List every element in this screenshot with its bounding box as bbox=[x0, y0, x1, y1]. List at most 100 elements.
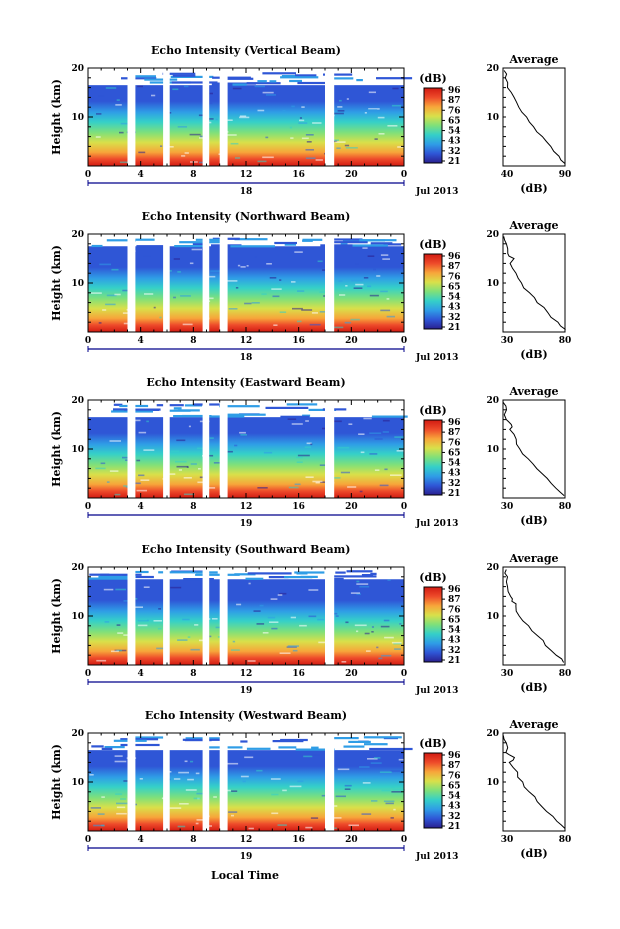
echo-speckle bbox=[116, 649, 122, 652]
echo-streak bbox=[162, 72, 196, 75]
x-tick-label: 8 bbox=[190, 502, 196, 512]
y-axis-label: Height (km) bbox=[50, 79, 63, 155]
y-axis-label: Height (km) bbox=[50, 245, 63, 321]
echo-streak bbox=[361, 574, 374, 577]
data-gap bbox=[163, 400, 170, 498]
echo-speckle bbox=[196, 819, 206, 821]
echo-speckle bbox=[205, 487, 216, 489]
profile-x-label: (dB) bbox=[520, 514, 547, 527]
echo-speckle bbox=[266, 263, 272, 265]
date-marker: 19 bbox=[240, 852, 253, 862]
echo-streak bbox=[179, 241, 225, 244]
echo-speckle bbox=[131, 482, 141, 485]
echo-streak bbox=[113, 403, 123, 406]
x-tick-label: 16 bbox=[292, 336, 305, 346]
echo-speckle bbox=[341, 661, 347, 663]
echo-speckle bbox=[359, 490, 363, 493]
echo-speckle bbox=[289, 785, 302, 788]
echo-speckle bbox=[312, 480, 323, 483]
echo-streak bbox=[240, 740, 248, 743]
x-tick-label: 4 bbox=[138, 835, 144, 845]
x-tick-label: 16 bbox=[292, 835, 305, 845]
echo-speckle bbox=[297, 454, 310, 457]
echo-speckle bbox=[209, 635, 212, 638]
profile-y-tick-label: 20 bbox=[486, 396, 499, 406]
echo-speckle bbox=[371, 800, 378, 802]
echo-streak bbox=[371, 415, 408, 418]
echo-streak bbox=[278, 746, 297, 749]
echo-speckle bbox=[367, 109, 378, 111]
echo-speckle bbox=[309, 323, 321, 326]
colorbar-tick-label: 65 bbox=[448, 282, 461, 292]
echo-speckle bbox=[230, 649, 240, 651]
echo-speckle bbox=[158, 608, 161, 610]
colorbar-tick-label: 76 bbox=[448, 438, 461, 448]
echo-speckle bbox=[392, 789, 405, 791]
echo-speckle bbox=[261, 293, 267, 295]
echo-streak bbox=[335, 571, 346, 574]
echo-speckle bbox=[153, 620, 163, 622]
echo-speckle bbox=[380, 625, 390, 628]
echo-speckle bbox=[263, 451, 273, 454]
echo-speckle bbox=[386, 315, 395, 318]
echo-speckle bbox=[114, 755, 123, 757]
colorbar-tick-label: 54 bbox=[448, 792, 461, 802]
echo-streak bbox=[348, 740, 371, 743]
echo-speckle bbox=[256, 623, 265, 625]
echo-streak bbox=[184, 739, 212, 742]
echo-speckle bbox=[122, 289, 129, 292]
echo-streak bbox=[346, 570, 373, 573]
colorbar bbox=[423, 752, 443, 829]
echo-speckle bbox=[210, 270, 220, 272]
echo-speckle bbox=[234, 444, 238, 447]
data-gap bbox=[163, 567, 170, 665]
echo-speckle bbox=[356, 630, 359, 633]
echo-speckle bbox=[116, 812, 127, 815]
panel-title: Echo Intensity (Westward Beam) bbox=[145, 709, 347, 722]
profile-line bbox=[502, 735, 566, 829]
colorbar-tick-label: 65 bbox=[448, 116, 461, 126]
echo-speckle bbox=[399, 623, 402, 625]
echo-speckle bbox=[364, 112, 367, 114]
data-gap bbox=[325, 400, 335, 498]
echo-streak bbox=[340, 243, 348, 246]
echo-speckle bbox=[117, 632, 124, 634]
echo-speckle bbox=[189, 133, 201, 136]
echo-speckle bbox=[393, 808, 396, 811]
colorbar-label: (dB) bbox=[419, 404, 446, 417]
profile-x-tick-label: 40 bbox=[501, 170, 514, 180]
echo-speckle bbox=[179, 803, 189, 805]
date-marker: 18 bbox=[240, 187, 253, 197]
echo-speckle bbox=[310, 248, 315, 250]
echo-speckle bbox=[253, 610, 261, 612]
echo-speckle bbox=[321, 794, 326, 797]
data-gap bbox=[202, 733, 210, 831]
echo-speckle bbox=[292, 307, 303, 310]
echo-speckle bbox=[193, 797, 201, 800]
x-tick-label: 4 bbox=[138, 336, 144, 346]
echo-speckle bbox=[181, 155, 186, 157]
date-label: Jul 2013 bbox=[415, 519, 458, 529]
echo-speckle bbox=[153, 306, 156, 309]
echo-speckle bbox=[364, 632, 370, 635]
colorbar-tick-label: 65 bbox=[448, 781, 461, 791]
echo-speckle bbox=[398, 758, 406, 761]
echo-streak bbox=[136, 245, 168, 248]
echo-speckle bbox=[177, 825, 186, 828]
echo-speckle bbox=[391, 791, 402, 793]
panel-title: Echo Intensity (Eastward Beam) bbox=[146, 376, 345, 389]
echo-speckle bbox=[271, 812, 279, 815]
x-tick-label: 20 bbox=[345, 170, 358, 180]
echo-speckle bbox=[130, 419, 141, 422]
echo-speckle bbox=[301, 309, 313, 311]
echo-speckle bbox=[215, 118, 218, 121]
date-label: Jul 2013 bbox=[415, 852, 458, 862]
profile-y-tick-label: 20 bbox=[486, 729, 499, 739]
heatmap-field bbox=[88, 567, 404, 665]
echo-speckle bbox=[394, 436, 405, 438]
profile-x-tick-label: 80 bbox=[559, 669, 572, 679]
data-gap bbox=[219, 733, 228, 831]
echo-streak bbox=[120, 743, 160, 747]
echo-speckle bbox=[353, 287, 363, 289]
beam-panel-2: Echo Intensity (Northward Beam) 20 10 Heigh… bbox=[50, 210, 571, 363]
